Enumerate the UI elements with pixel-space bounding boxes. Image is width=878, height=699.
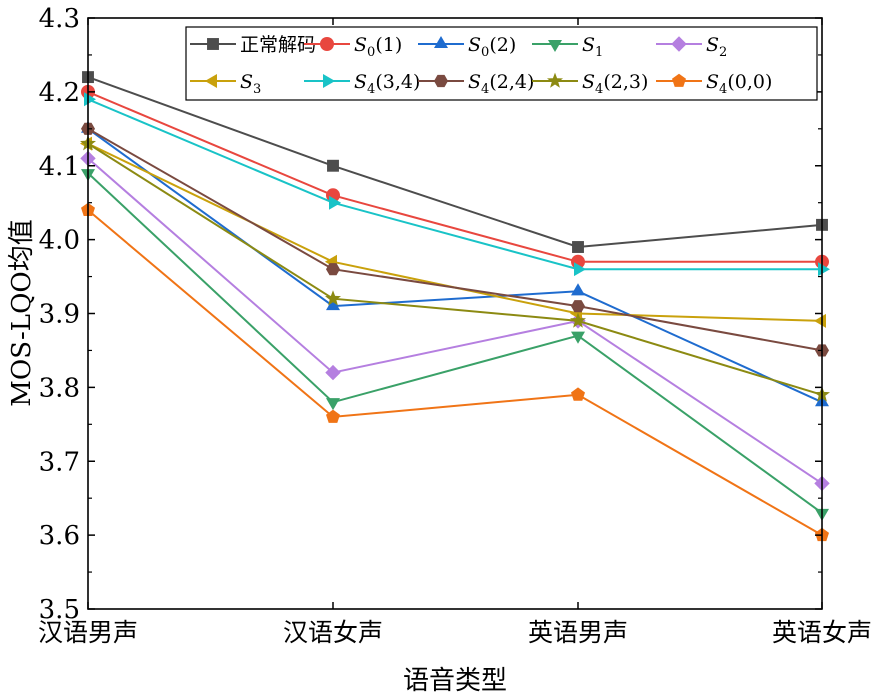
x-tick-label: 汉语女声 (283, 618, 383, 647)
data-point (571, 331, 585, 344)
series-line (87, 90, 822, 263)
series-S4(3,4) (84, 92, 830, 277)
legend-marker (548, 40, 562, 52)
legend-label: S0(1) (354, 34, 402, 60)
data-point (574, 262, 586, 277)
data-point (571, 283, 585, 296)
data-point (326, 263, 340, 276)
legend-label: S4(2,3) (582, 71, 648, 97)
legend-item: S0(2) (418, 34, 516, 60)
series-line (87, 98, 822, 271)
data-point (325, 290, 341, 306)
data-point (572, 241, 584, 253)
series-S0(1) (81, 84, 829, 269)
data-point (84, 92, 96, 107)
legend-label: S4(2,4) (468, 71, 534, 97)
legend-label: S1 (582, 34, 603, 60)
data-point (571, 300, 585, 313)
x-tick-label: 英语女声 (772, 618, 872, 647)
data-point (326, 398, 340, 411)
legend-label: S4(3,4) (354, 71, 420, 97)
y-tick-label: 4.3 (39, 4, 80, 34)
legend-marker (672, 73, 686, 87)
legend-item: S4(2,3) (532, 71, 648, 97)
y-tick-label: 3.6 (39, 521, 80, 551)
series-line (87, 142, 823, 322)
series-line (87, 127, 823, 404)
series-line (87, 157, 823, 485)
legend-marker (207, 38, 219, 50)
legend-label: S4(0,0) (706, 71, 772, 97)
legend-marker (320, 37, 334, 51)
legend-marker (671, 36, 687, 52)
data-point (818, 262, 830, 277)
legend-marker (547, 72, 563, 88)
legend-marker (434, 36, 448, 48)
data-point (326, 409, 340, 423)
plot-frame (87, 17, 823, 610)
y-tick-label: 4.2 (39, 78, 80, 108)
legend-item: S4(2,4) (418, 71, 534, 97)
legend-item: 正常解码 (190, 34, 316, 56)
legend: 正常解码 S0(1) S0(2) S1 S2 S3 S4(3,4) S4(2,4) S4(2,3… (185, 26, 818, 101)
legend-marker (204, 74, 217, 88)
legend-marker (434, 74, 448, 88)
legend-box (185, 26, 818, 101)
series-line (87, 172, 823, 514)
legend-label: S0(2) (468, 34, 516, 60)
y-tick-label: 4.1 (39, 152, 80, 182)
x-tick-label: 汉语男声 (38, 618, 138, 647)
x-tick-label: 英语男声 (528, 618, 628, 647)
series-line (87, 142, 823, 396)
legend-label: 正常解码 (240, 34, 316, 56)
y-axis-title: MOS-LQO均值 (7, 219, 37, 406)
legend-item: S4(0,0) (656, 71, 772, 97)
legend-item: S1 (532, 34, 603, 60)
legend-marker (323, 74, 336, 88)
data-point (327, 159, 339, 172)
series-S2 (80, 150, 830, 492)
data-point (570, 312, 586, 328)
series-S4(2,4) (81, 122, 829, 357)
legend-item: S2 (656, 34, 727, 60)
y-tick-label: 3.8 (39, 373, 80, 403)
plot-series (80, 71, 830, 542)
legend-item: S0(1) (304, 34, 402, 60)
y-tick-label: 3.5 (39, 595, 80, 625)
data-point (814, 313, 826, 328)
series-line (87, 209, 823, 536)
y-tick-label: 4.0 (39, 226, 80, 256)
data-point (325, 364, 341, 381)
series-S1 (81, 169, 829, 521)
legend-label: S3 (240, 71, 261, 97)
data-point (571, 387, 585, 401)
axes: 3.5 3.6 3.7 3.8 3.9 4.0 4.1 4.2 4.3 汉语男声 汉语女声 英语男声 英… (38, 4, 872, 647)
series-line (87, 76, 823, 249)
series-S4(0,0) (81, 202, 829, 542)
data-point (326, 298, 340, 311)
x-axis-title: 语音类型 (403, 666, 507, 696)
y-tick-label: 3.9 (39, 300, 80, 330)
legend-item: S4(3,4) (304, 71, 420, 97)
data-point (329, 195, 342, 210)
legend-item: S3 (190, 71, 261, 97)
y-tick-label: 3.7 (39, 447, 80, 477)
legend-label: S2 (706, 34, 727, 60)
series-line (87, 127, 823, 352)
